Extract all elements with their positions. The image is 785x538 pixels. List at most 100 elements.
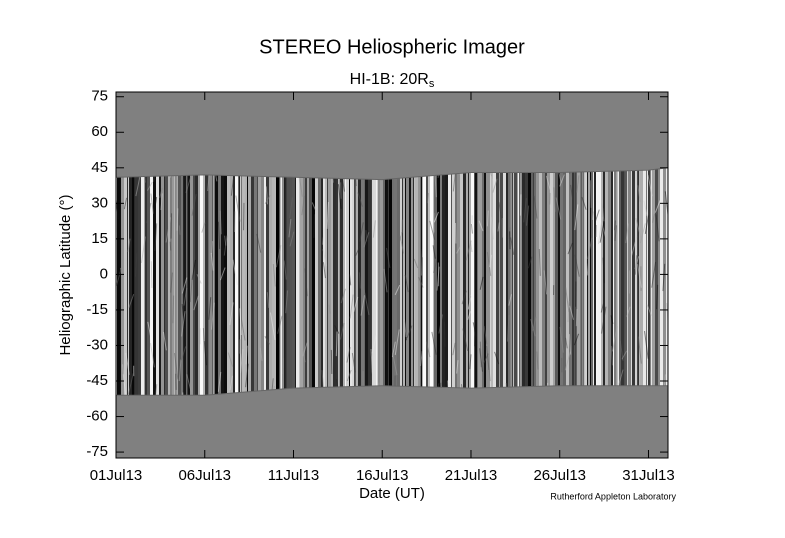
stripe — [605, 167, 608, 396]
stripe — [594, 167, 596, 396]
texture-streak — [363, 289, 370, 316]
stripe — [218, 167, 219, 396]
stripe — [394, 167, 397, 396]
stripe — [372, 167, 374, 396]
stripe — [215, 167, 218, 396]
stripe — [242, 167, 245, 396]
stripe — [212, 167, 213, 396]
stripe — [240, 167, 241, 396]
texture-streak — [538, 249, 541, 276]
stripe — [558, 167, 560, 396]
stripe — [300, 167, 303, 396]
stripe — [490, 167, 491, 396]
texture-streak — [530, 318, 536, 337]
stripe — [405, 167, 406, 396]
texture-streak — [462, 328, 469, 352]
texture-streak — [553, 187, 556, 212]
texture-streak — [351, 352, 356, 373]
stripe — [328, 167, 331, 396]
stripe — [531, 167, 533, 396]
texture-streak — [470, 223, 473, 234]
texture-streak — [536, 351, 539, 370]
stripe — [287, 167, 290, 396]
stripe — [414, 167, 415, 396]
texture-streak — [146, 181, 153, 191]
stripe — [219, 167, 221, 396]
texture-streak — [371, 335, 377, 354]
stripe — [542, 167, 545, 396]
stripe — [539, 167, 542, 396]
texture-streak — [634, 255, 638, 275]
texture-streak — [599, 222, 605, 243]
stripe — [389, 167, 392, 396]
texture-streak — [470, 241, 473, 253]
stripe — [584, 167, 585, 396]
stripe — [477, 167, 478, 396]
stripe — [295, 167, 296, 396]
stripe — [227, 167, 230, 396]
credit: Rutherford Appleton Laboratory — [550, 491, 676, 501]
stripe — [583, 167, 584, 396]
stripe — [471, 167, 474, 396]
stripe — [591, 167, 592, 396]
stripe — [413, 167, 414, 396]
texture-streak — [154, 223, 158, 251]
stripe — [307, 167, 309, 396]
stripe — [593, 167, 594, 396]
stripe — [392, 167, 394, 396]
stripe — [608, 167, 611, 396]
texture-streak — [465, 240, 472, 261]
stripe — [159, 167, 161, 396]
texture-streak — [386, 247, 391, 269]
stripe — [418, 167, 420, 396]
stripe — [383, 167, 385, 396]
stripe — [200, 167, 203, 396]
stripe — [214, 167, 215, 396]
stripe — [627, 167, 628, 396]
stripe — [124, 167, 127, 396]
texture-streak — [302, 349, 306, 363]
texture-streak — [232, 259, 238, 285]
stripe — [466, 167, 468, 396]
stripe — [361, 167, 364, 396]
texture-streak — [174, 352, 179, 380]
stripe — [183, 167, 184, 396]
texture-streak — [662, 263, 666, 292]
texture-streak — [266, 292, 270, 308]
stripe — [508, 167, 510, 396]
stripe — [230, 167, 233, 396]
stripe — [380, 167, 383, 396]
texture-streak — [570, 184, 574, 203]
stripe — [525, 167, 528, 396]
stripe — [660, 167, 663, 396]
texture-streak — [543, 270, 548, 295]
stripe — [415, 167, 418, 396]
texture-streak — [178, 359, 182, 382]
stripe — [647, 167, 648, 396]
stripe — [276, 167, 279, 396]
stripe — [261, 167, 264, 396]
stripe — [592, 167, 593, 396]
texture-streak — [185, 176, 192, 194]
stripe — [397, 167, 400, 396]
texture-streak — [239, 308, 242, 336]
texture-streak — [506, 315, 510, 342]
stripe — [638, 167, 639, 396]
stripe — [553, 167, 555, 396]
stripe — [248, 167, 251, 396]
texture-streak — [265, 186, 268, 205]
texture-streak — [434, 172, 437, 198]
texture-streak — [202, 328, 205, 341]
texture-streak — [652, 213, 655, 223]
texture-streak — [479, 276, 484, 290]
subtitle-text: HI-1B: 20R — [350, 71, 429, 88]
texture-streak — [219, 267, 226, 281]
stripe — [343, 167, 345, 396]
stripe — [643, 167, 646, 396]
texture-streak — [598, 216, 603, 245]
stripe — [502, 167, 503, 396]
stripe — [281, 167, 282, 396]
stripe — [590, 167, 591, 396]
stripe — [178, 167, 181, 396]
